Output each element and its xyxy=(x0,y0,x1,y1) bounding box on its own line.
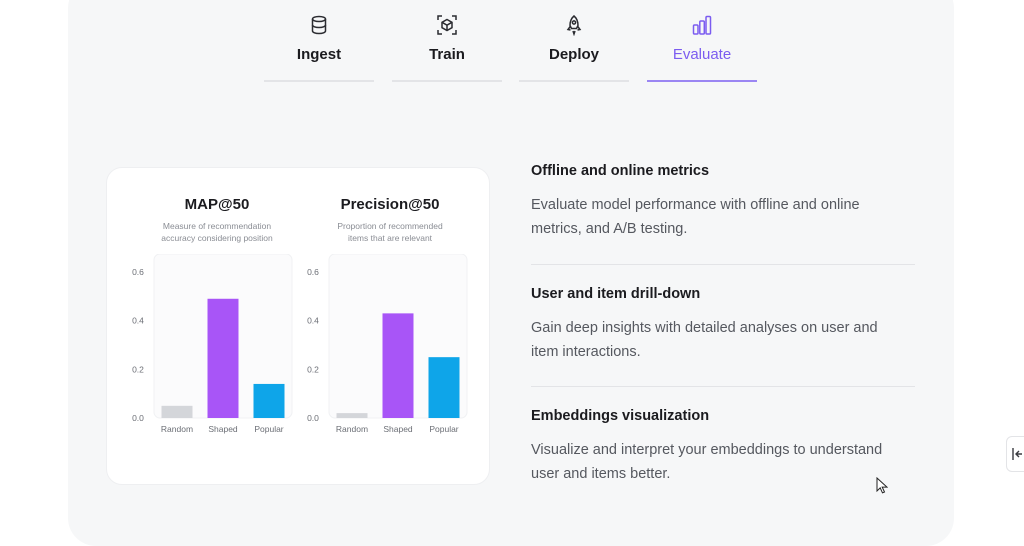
map-subtitle-line2: accuracy considering position xyxy=(161,233,273,243)
x-tick-label: Random xyxy=(336,424,368,434)
x-tick-label: Shaped xyxy=(383,424,413,434)
y-tick-label: 0.4 xyxy=(307,316,319,326)
feature-desc-line1: Gain deep insights with detailed analyse… xyxy=(531,320,878,336)
side-panel-toggle-button[interactable] xyxy=(1006,436,1024,472)
bar-shaped xyxy=(207,298,239,418)
y-tick-label: 0.6 xyxy=(132,267,144,277)
precision-bar-chart: 0.0 0.2 0.4 0.6 Random Shaped Popular xyxy=(307,254,468,434)
feature-description: Gain deep insights with detailed analyse… xyxy=(531,316,915,364)
tab-deploy-label: Deploy xyxy=(548,46,599,63)
bar-chart-icon xyxy=(692,15,712,35)
y-tick-label: 0.2 xyxy=(307,364,319,374)
feature-title: Embeddings visualization xyxy=(531,408,710,424)
map-subtitle-line1: Measure of recommendation xyxy=(162,221,272,231)
feature-offline-online-metrics: Offline and online metrics Evaluate mode… xyxy=(531,163,915,241)
feature-desc-line2: metrics, and A/B testing. xyxy=(531,221,688,237)
x-tick-label: Random xyxy=(161,424,193,434)
precision-subtitle-line1: Proportion of recommended xyxy=(337,221,443,231)
feature-user-item-drilldown: User and item drill-down Gain deep insig… xyxy=(531,286,915,364)
feature-divider xyxy=(531,264,915,265)
mouse-cursor-icon xyxy=(876,477,888,494)
tab-underline xyxy=(264,80,374,82)
tab-underline-active xyxy=(647,80,757,82)
feature-description: Evaluate model performance with offline … xyxy=(531,193,915,241)
model-cube-icon xyxy=(437,15,457,35)
y-tick-label: 0.2 xyxy=(132,364,144,374)
feature-title: User and item drill-down xyxy=(531,286,701,302)
feature-divider xyxy=(531,386,915,387)
bar-random xyxy=(161,405,193,418)
x-tick-label: Popular xyxy=(429,424,458,434)
bar-popular xyxy=(428,357,460,418)
y-tick-label: 0.0 xyxy=(307,413,319,423)
precision-chart-subtitle: Proportion of recommended items that are… xyxy=(305,220,475,244)
tab-evaluate-label: Evaluate xyxy=(672,46,732,63)
feature-description: Visualize and interpret your embeddings … xyxy=(531,438,915,486)
y-tick-label: 0.0 xyxy=(132,413,144,423)
collapse-panel-icon xyxy=(1012,448,1022,460)
bar-popular xyxy=(253,383,285,418)
tab-underline xyxy=(519,80,629,82)
feature-desc-line2: item interactions. xyxy=(531,344,641,360)
y-tick-label: 0.4 xyxy=(132,316,144,326)
feature-desc-line1: Evaluate model performance with offline … xyxy=(531,197,860,213)
tab-ingest[interactable]: Ingest xyxy=(264,14,374,82)
bar-random xyxy=(336,413,368,418)
metrics-chart-card: MAP@50 Measure of recommendation accurac… xyxy=(106,167,490,485)
feature-desc-line1: Visualize and interpret your embeddings … xyxy=(531,442,883,458)
precision-subtitle-line2: items that are relevant xyxy=(347,233,433,243)
tab-ingest-label: Ingest xyxy=(296,46,342,63)
feature-embeddings-visualization: Embeddings visualization Visualize and i… xyxy=(531,408,915,486)
x-tick-label: Shaped xyxy=(208,424,238,434)
map-bar-chart: 0.0 0.2 0.4 0.6 Random Shaped Popular xyxy=(132,254,293,434)
database-icon xyxy=(311,15,327,35)
x-tick-label: Popular xyxy=(254,424,283,434)
feature-title: Offline and online metrics xyxy=(531,163,710,179)
tab-train[interactable]: Train xyxy=(392,14,502,82)
feature-desc-line2: user and items better. xyxy=(531,466,671,482)
map-chart-title: MAP@50 xyxy=(184,196,250,213)
bar-shaped xyxy=(382,313,414,418)
tab-underline xyxy=(392,80,502,82)
tab-train-label: Train xyxy=(429,46,465,63)
tab-deploy[interactable]: Deploy xyxy=(519,14,629,82)
map-chart-subtitle: Measure of recommendation accuracy consi… xyxy=(132,220,302,244)
tab-evaluate[interactable]: Evaluate xyxy=(647,14,757,82)
y-tick-label: 0.6 xyxy=(307,267,319,277)
precision-chart-title: Precision@50 xyxy=(340,196,440,213)
rocket-icon xyxy=(566,15,582,36)
